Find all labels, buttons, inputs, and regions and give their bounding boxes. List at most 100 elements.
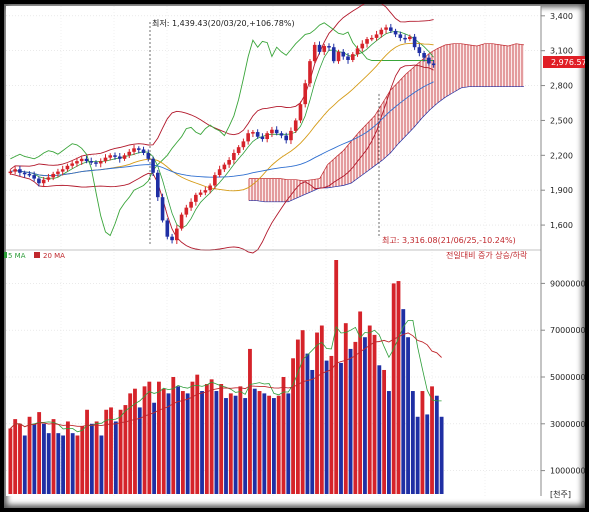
volume-bar [377, 365, 382, 494]
candle-body [217, 169, 222, 176]
volume-bar [305, 353, 310, 494]
volume-bar [89, 423, 94, 494]
candle-body [189, 201, 193, 208]
candle-body [289, 130, 293, 141]
volume-tick-label: 7000000 [550, 326, 585, 335]
candle-body [79, 158, 84, 162]
candle-body [155, 172, 160, 198]
volume-ma5-line [10, 319, 442, 433]
candle-body [117, 156, 122, 159]
volume-bar [204, 384, 209, 494]
candle-body [51, 173, 55, 178]
current-price-label: 2,976.57 [551, 58, 585, 67]
band-lower-line [10, 64, 434, 254]
volume-bar [75, 435, 80, 494]
volume-bar [85, 409, 89, 494]
volume-bar [339, 362, 343, 494]
volume-bar [382, 369, 387, 494]
candle-body [293, 120, 298, 131]
ma5-swatch [4, 252, 7, 258]
volume-bar [425, 414, 430, 494]
volume-bar [51, 419, 56, 494]
candle-body [355, 48, 360, 55]
candle-body [165, 220, 170, 237]
volume-bar [46, 433, 51, 494]
volume-bar [209, 379, 214, 494]
candle-body [317, 44, 322, 52]
candle-body [170, 236, 174, 241]
candle-body [136, 148, 141, 150]
volume-bar [171, 377, 176, 494]
volume-bar [363, 337, 367, 494]
volume-bar [109, 407, 113, 494]
volume-bar [80, 426, 85, 494]
stock-chart: 3,400 3,100 2,800 2,500 2,200 1,900 1,600 9000… [4, 0, 587, 499]
volume-bar [166, 393, 171, 494]
candle-body [308, 61, 312, 84]
price-tick-label: 2,200 [550, 151, 573, 160]
candle-body [246, 133, 250, 142]
volume-bar [18, 423, 22, 494]
candle-body [22, 172, 27, 175]
price-tick-label: 2,800 [550, 82, 573, 91]
candle-body [427, 57, 431, 64]
cloud-lower-line [249, 86, 524, 203]
candle-body [384, 27, 388, 30]
candle-body [365, 39, 369, 44]
volume-bar [214, 391, 219, 494]
volume-bar [13, 419, 18, 494]
candle-body [241, 141, 246, 148]
volume-bar [271, 398, 276, 494]
volume-bar [104, 409, 109, 494]
candle-body [408, 36, 412, 40]
candle-body [108, 155, 113, 158]
candle-body [27, 173, 32, 176]
candle-body [98, 161, 103, 164]
volume-bar [27, 416, 32, 494]
candle-body [236, 147, 241, 153]
price-tick-label: 3,100 [550, 47, 573, 56]
candle-body [417, 47, 422, 54]
price-tick-label: 1,900 [550, 186, 573, 195]
volume-bar [439, 416, 444, 494]
candle-body [260, 136, 265, 140]
volume-bar [372, 334, 377, 494]
candle-body [222, 164, 227, 170]
candle-body [18, 169, 22, 173]
candle-body [89, 161, 94, 163]
volume-bar [195, 374, 200, 494]
volume-bar [152, 402, 157, 494]
candle-body [331, 47, 336, 62]
volume-bar [94, 421, 99, 494]
candle-body [213, 175, 217, 186]
candle-body [312, 44, 317, 62]
legend-note: 전일대비 증가 상승/하락 [446, 250, 528, 260]
volume-bar [315, 332, 319, 494]
price-tick-label: 3,400 [550, 12, 573, 21]
candle-body [46, 177, 51, 180]
volume-bar [406, 337, 410, 494]
candle-body [374, 34, 379, 38]
volume-bar [123, 405, 128, 494]
candle-body [179, 214, 184, 229]
volume-bar [262, 393, 267, 494]
high-annotation: 최고: 3,316.08(21/06/25,-10.24%) [382, 235, 516, 245]
volume-bar [70, 433, 75, 494]
volume-bar [219, 384, 224, 494]
volume-bar [367, 325, 372, 494]
volume-bar [137, 407, 142, 494]
volume-bar [324, 360, 329, 494]
volume-bar [348, 348, 353, 494]
volume-bar [343, 323, 348, 494]
volume-bar [185, 393, 190, 494]
candle-body [298, 104, 303, 121]
lagging-span-line [10, 22, 434, 237]
volume-bar [353, 341, 358, 494]
volume-bar [224, 398, 228, 494]
candle-body [84, 158, 89, 162]
candle-body [198, 192, 203, 195]
volume-bar [233, 395, 238, 494]
volume-bar [238, 386, 243, 494]
candle-body [336, 51, 341, 62]
chart-frame: 3,400 3,100 2,800 2,500 2,200 1,900 1,600 9000… [4, 0, 587, 508]
